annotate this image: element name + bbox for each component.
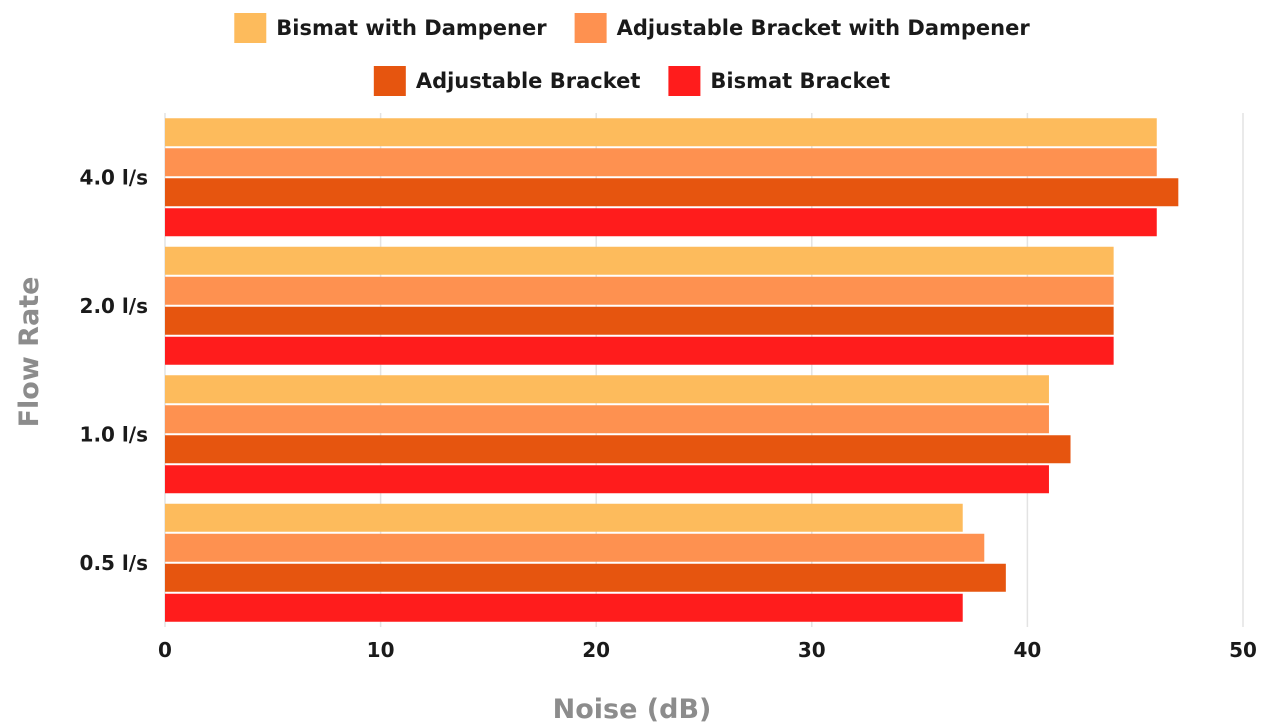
x-tick-labels: 0 10 20 30 40 50 <box>158 638 1257 662</box>
legend-label-2: Adjustable Bracket <box>416 69 641 93</box>
bar-2-0-l-s-series-3 <box>165 337 1114 365</box>
bar-4-0-l-s-series-2 <box>165 178 1178 206</box>
category-label-1: 1.0 l/s <box>80 422 148 446</box>
bar-4-0-l-s-series-1 <box>165 148 1157 176</box>
legend: Bismat with Dampener Adjustable Bracket w… <box>234 13 1030 96</box>
legend-swatch-1 <box>575 13 607 43</box>
bars <box>165 118 1178 622</box>
x-tick-label-5: 50 <box>1229 638 1257 662</box>
legend-swatch-2 <box>374 66 406 96</box>
bar-1-0-l-s-series-2 <box>165 435 1071 463</box>
x-tick-label-1: 10 <box>367 638 395 662</box>
legend-swatch-3 <box>668 66 700 96</box>
bar-2-0-l-s-series-0 <box>165 247 1114 275</box>
x-tick-label-3: 30 <box>798 638 826 662</box>
bar-0-5-l-s-series-2 <box>165 564 1006 592</box>
category-label-3: 4.0 l/s <box>80 165 148 189</box>
category-tick-labels: 0.5 l/s 1.0 l/s 2.0 l/s 4.0 l/s <box>80 165 148 575</box>
bar-1-0-l-s-series-3 <box>165 465 1049 493</box>
y-axis-title: Flow Rate <box>14 277 45 428</box>
legend-label-1: Adjustable Bracket with Dampener <box>617 16 1031 40</box>
x-axis-title: Noise (dB) <box>553 694 712 722</box>
bar-1-0-l-s-series-1 <box>165 405 1049 433</box>
category-label-2: 2.0 l/s <box>80 294 148 318</box>
bar-1-0-l-s-series-0 <box>165 375 1049 403</box>
bar-2-0-l-s-series-2 <box>165 307 1114 335</box>
category-label-0: 0.5 l/s <box>80 551 148 575</box>
x-tick-label-4: 40 <box>1013 638 1041 662</box>
bar-4-0-l-s-series-0 <box>165 118 1157 146</box>
x-tick-label-2: 20 <box>582 638 610 662</box>
bar-0-5-l-s-series-0 <box>165 504 963 532</box>
bar-0-5-l-s-series-1 <box>165 534 984 562</box>
legend-label-0: Bismat with Dampener <box>276 16 547 40</box>
legend-swatch-0 <box>234 13 266 43</box>
legend-label-3: Bismat Bracket <box>710 69 890 93</box>
x-tick-label-0: 0 <box>158 638 172 662</box>
bar-2-0-l-s-series-1 <box>165 277 1114 305</box>
bar-0-5-l-s-series-3 <box>165 594 963 622</box>
bar-4-0-l-s-series-3 <box>165 208 1157 236</box>
